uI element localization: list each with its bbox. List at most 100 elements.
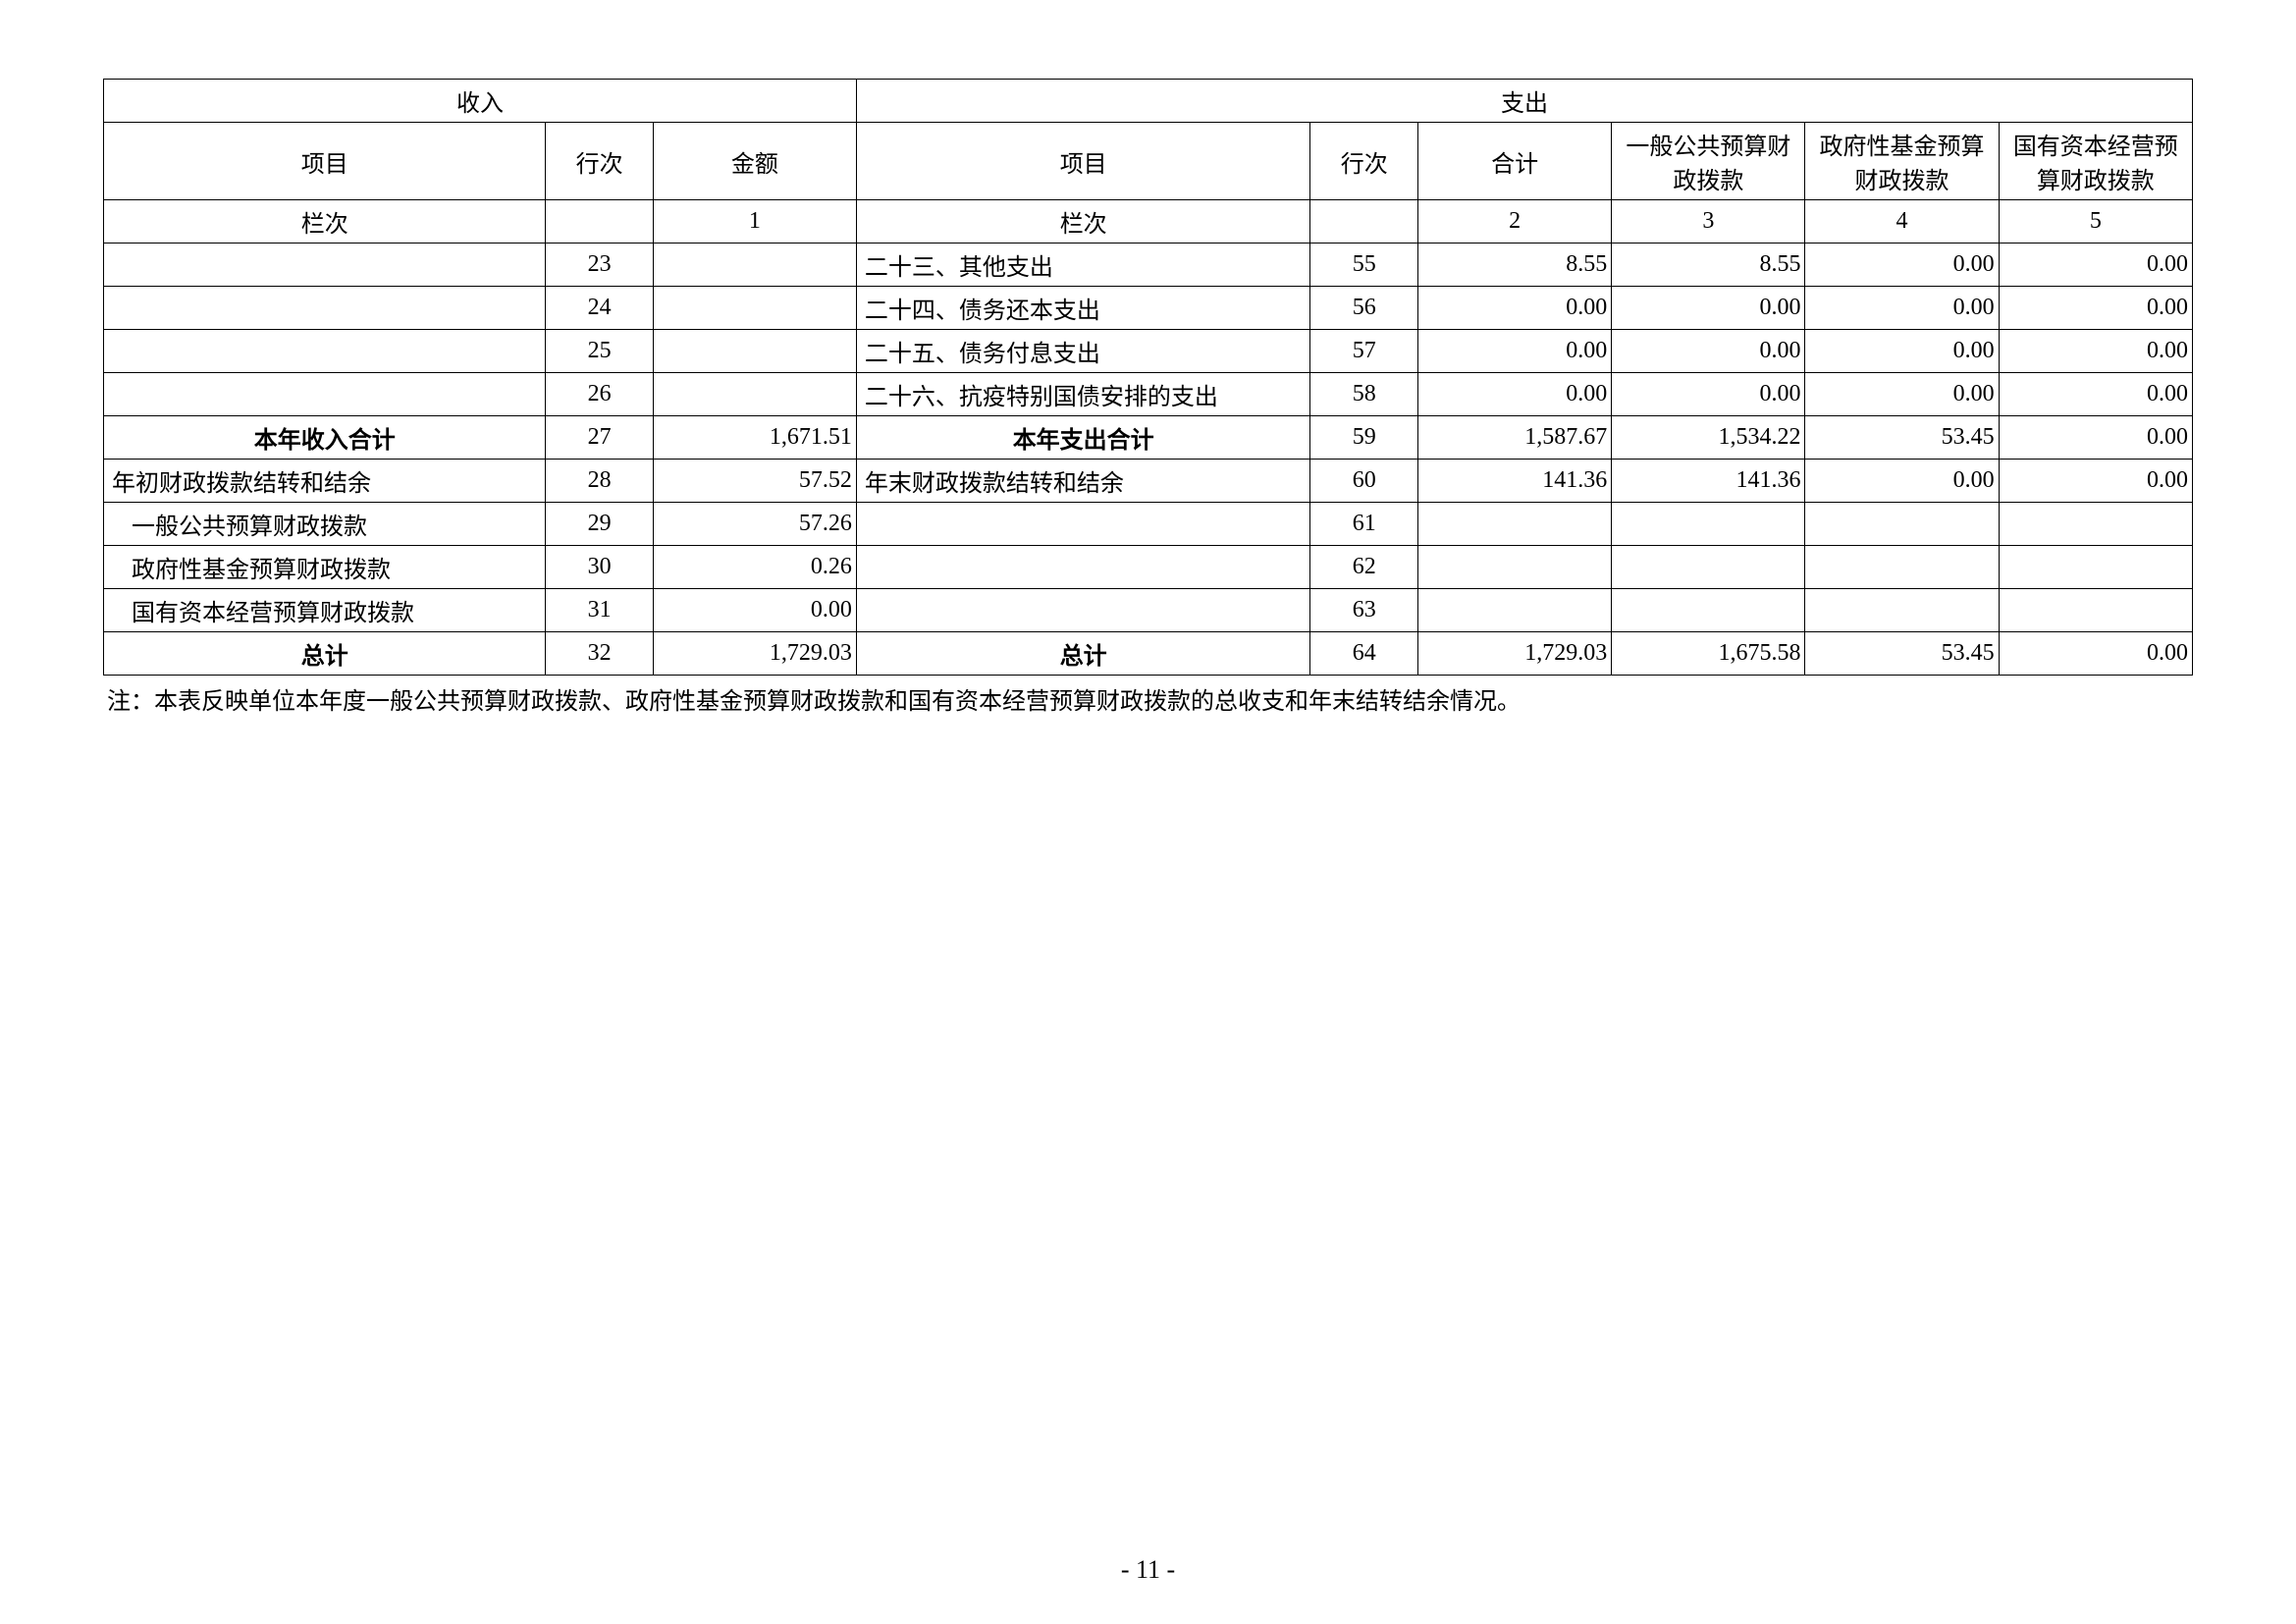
- table-cell: [1999, 503, 2192, 546]
- table-cell: [653, 330, 856, 373]
- header-item-r: 项目: [856, 123, 1310, 200]
- header-total: 合计: [1418, 123, 1612, 200]
- table-cell: 0.00: [1418, 330, 1612, 373]
- header-expenditure: 支出: [856, 80, 2192, 123]
- table-row: 24二十四、债务还本支出560.000.000.000.00: [104, 287, 2193, 330]
- table-cell: 1,534.22: [1612, 416, 1805, 460]
- table-cell: 24: [546, 287, 654, 330]
- table-cell: 0.00: [1999, 632, 2192, 676]
- table-cell: [856, 546, 1310, 589]
- table-cell: 总计: [856, 632, 1310, 676]
- table-row: 26二十六、抗疫特别国债安排的支出580.000.000.000.00: [104, 373, 2193, 416]
- table-cell: [1612, 546, 1805, 589]
- page-number: - 11 -: [0, 1555, 2296, 1585]
- table-cell: 30: [546, 546, 654, 589]
- table-cell: 62: [1310, 546, 1418, 589]
- table-cell: 0.00: [1999, 416, 2192, 460]
- table-cell: 0.00: [1805, 330, 1999, 373]
- header-state-capital: 国有资本经营预算财政拨款: [1999, 123, 2192, 200]
- table-cell: 0.00: [1612, 330, 1805, 373]
- table-cell: 0.00: [1805, 287, 1999, 330]
- header-income: 收入: [104, 80, 857, 123]
- table-cell: 0.00: [1999, 373, 2192, 416]
- table-cell: 本年支出合计: [856, 416, 1310, 460]
- table-cell: 57.26: [653, 503, 856, 546]
- table-cell: 53.45: [1805, 416, 1999, 460]
- table-cell: [1805, 589, 1999, 632]
- table-row: 国有资本经营预算财政拨款310.0063: [104, 589, 2193, 632]
- table-cell: 57: [1310, 330, 1418, 373]
- table-cell: [1805, 546, 1999, 589]
- table-cell: 25: [546, 330, 654, 373]
- table-cell: 0.00: [1418, 287, 1612, 330]
- col-blank-2: [1310, 200, 1418, 244]
- header-row-1: 收入 支出: [104, 80, 2193, 123]
- table-cell: [653, 287, 856, 330]
- table-cell: 二十六、抗疫特别国债安排的支出: [856, 373, 1310, 416]
- table-cell: 二十五、债务付息支出: [856, 330, 1310, 373]
- table-cell: 0.00: [1999, 330, 2192, 373]
- table-cell: 59: [1310, 416, 1418, 460]
- table-cell: 0.00: [1999, 287, 2192, 330]
- table-cell: 二十三、其他支出: [856, 244, 1310, 287]
- table-cell: 0.00: [1418, 373, 1612, 416]
- table-cell: 63: [1310, 589, 1418, 632]
- col-num-1: 1: [653, 200, 856, 244]
- table-cell: 26: [546, 373, 654, 416]
- col-num-2: 2: [1418, 200, 1612, 244]
- table-row: 本年收入合计271,671.51本年支出合计591,587.671,534.22…: [104, 416, 2193, 460]
- table-cell: 0.00: [1612, 373, 1805, 416]
- table-cell: 1,671.51: [653, 416, 856, 460]
- table-cell: 1,675.58: [1612, 632, 1805, 676]
- table-cell: 23: [546, 244, 654, 287]
- col-num-4: 4: [1805, 200, 1999, 244]
- table-cell: [104, 244, 546, 287]
- table-cell: 60: [1310, 460, 1418, 503]
- table-cell: 1,729.03: [1418, 632, 1612, 676]
- table-row: 25二十五、债务付息支出570.000.000.000.00: [104, 330, 2193, 373]
- table-cell: 总计: [104, 632, 546, 676]
- table-cell: 1,729.03: [653, 632, 856, 676]
- table-cell: [1418, 589, 1612, 632]
- table-cell: 二十四、债务还本支出: [856, 287, 1310, 330]
- table-cell: [1612, 503, 1805, 546]
- table-cell: 32: [546, 632, 654, 676]
- table-row: 一般公共预算财政拨款2957.2661: [104, 503, 2193, 546]
- table-row: 年初财政拨款结转和结余2857.52年末财政拨款结转和结余60141.36141…: [104, 460, 2193, 503]
- table-cell: 64: [1310, 632, 1418, 676]
- col-num-5: 5: [1999, 200, 2192, 244]
- table-cell: 1,587.67: [1418, 416, 1612, 460]
- col-label-r: 栏次: [856, 200, 1310, 244]
- table-cell: 0.00: [1999, 244, 2192, 287]
- header-row-3: 栏次 1 栏次 2 3 4 5: [104, 200, 2193, 244]
- table-cell: 政府性基金预算财政拨款: [104, 546, 546, 589]
- table-cell: 8.55: [1612, 244, 1805, 287]
- table-cell: 53.45: [1805, 632, 1999, 676]
- table-cell: [1612, 589, 1805, 632]
- table-cell: 61: [1310, 503, 1418, 546]
- col-label-l: 栏次: [104, 200, 546, 244]
- table-cell: 0.00: [1612, 287, 1805, 330]
- header-row-2: 项目 行次 金额 项目 行次 合计 一般公共预算财政拨款 政府性基金预算财政拨款…: [104, 123, 2193, 200]
- table-cell: [653, 373, 856, 416]
- table-cell: [1805, 503, 1999, 546]
- header-row-r: 行次: [1310, 123, 1418, 200]
- table-cell: 28: [546, 460, 654, 503]
- col-num-3: 3: [1612, 200, 1805, 244]
- table-cell: [653, 244, 856, 287]
- table-cell: [1999, 546, 2192, 589]
- table-cell: 27: [546, 416, 654, 460]
- footnote: 注：本表反映单位本年度一般公共预算财政拨款、政府性基金预算财政拨款和国有资本经营…: [103, 676, 2193, 716]
- table-cell: 国有资本经营预算财政拨款: [104, 589, 546, 632]
- table-row: 政府性基金预算财政拨款300.26 62: [104, 546, 2193, 589]
- header-row-l: 行次: [546, 123, 654, 200]
- table-cell: 0.00: [1805, 244, 1999, 287]
- table-cell: 本年收入合计: [104, 416, 546, 460]
- header-general-budget: 一般公共预算财政拨款: [1612, 123, 1805, 200]
- table-cell: [1418, 503, 1612, 546]
- table-cell: 年初财政拨款结转和结余: [104, 460, 546, 503]
- table-cell: [104, 373, 546, 416]
- table-cell: 0.00: [1805, 373, 1999, 416]
- table-cell: 0.26: [653, 546, 856, 589]
- table-cell: 一般公共预算财政拨款: [104, 503, 546, 546]
